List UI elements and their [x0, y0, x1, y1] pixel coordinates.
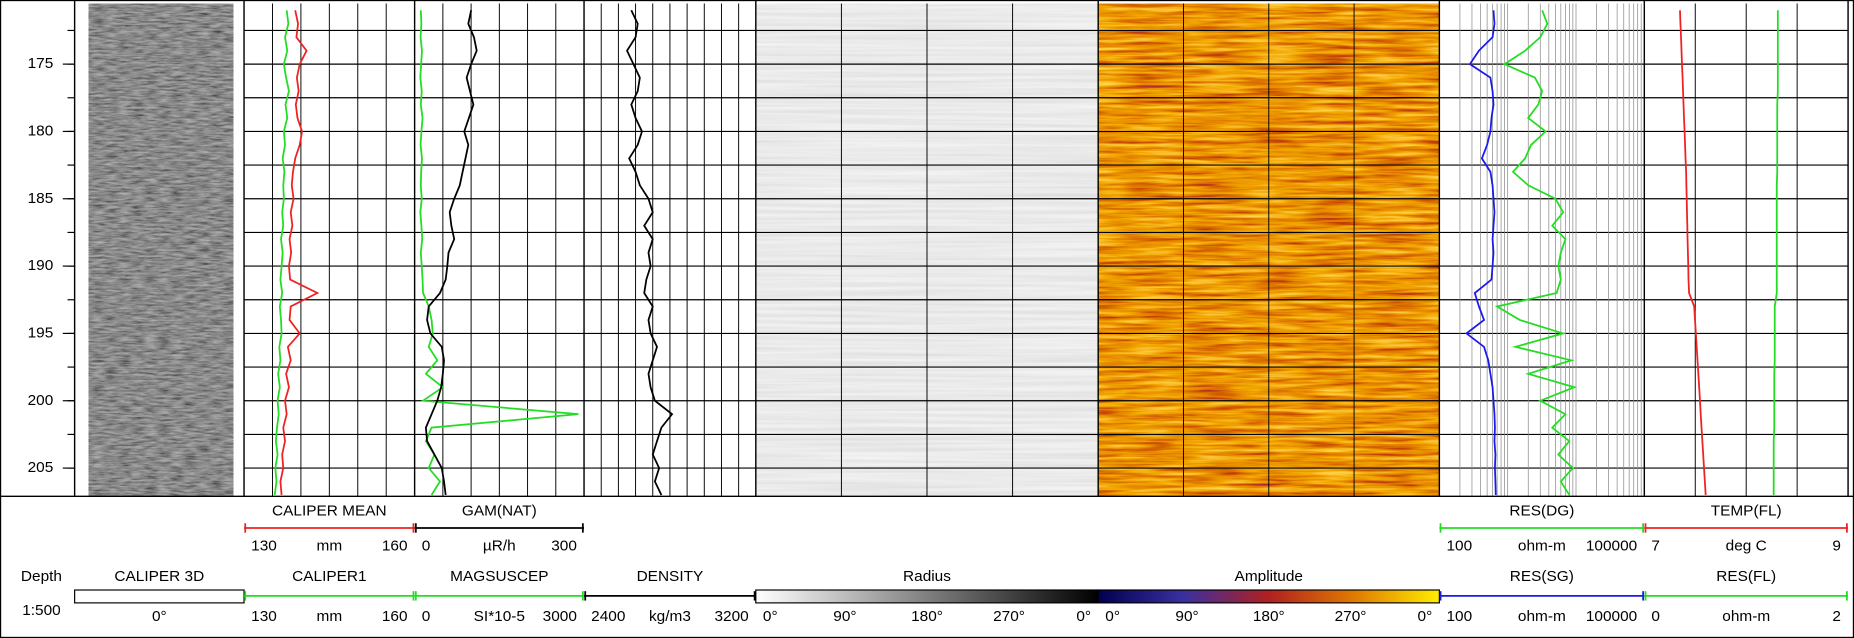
curve-name: CALIPER1 [292, 568, 366, 585]
curve [626, 9, 674, 496]
scale-unit: SI*10-5 [474, 608, 525, 625]
depth-tick-label: 200 [28, 392, 54, 409]
scale-min: 0 [422, 538, 431, 555]
scale-max: 160 [382, 538, 408, 555]
scale-label: 1:500 [22, 602, 61, 619]
colorbar [755, 589, 1099, 604]
track-name: Amplitude [1235, 568, 1303, 585]
scale-unit: kg/m3 [649, 608, 691, 625]
scale-unit: ohm-m [1518, 538, 1566, 555]
scale-unit: deg C [1726, 538, 1767, 555]
curve [273, 10, 290, 496]
depth-label: Depth [21, 568, 62, 585]
colorbar-label: 0° [1418, 608, 1433, 625]
colorbar-label: 0° [763, 608, 778, 625]
depth-tick-label: 195 [28, 325, 54, 342]
depth-tick-label: 190 [28, 257, 54, 274]
colorbar [74, 589, 245, 604]
scale-min: 7 [1651, 538, 1660, 555]
colorbar-label: 90° [1175, 608, 1198, 625]
curve-name: GAM(NAT) [462, 503, 537, 520]
curve [1494, 9, 1578, 496]
scale-max: 100000 [1586, 538, 1637, 555]
curve-name: RES(DG) [1509, 503, 1574, 520]
scale-max: 160 [382, 608, 408, 625]
scale-unit: ohm-m [1518, 608, 1566, 625]
scale-min: 100 [1446, 608, 1472, 625]
scale-min: 130 [251, 538, 277, 555]
curve-name: MAGSUSCEP [450, 568, 548, 585]
scale-min: 2400 [591, 608, 625, 625]
curve-name: TEMP(FL) [1711, 503, 1782, 520]
scale-max: 100000 [1586, 608, 1637, 625]
colorbar-label: 90° [833, 608, 856, 625]
curve-name: CALIPER MEAN [272, 503, 387, 520]
curve [1679, 10, 1707, 496]
colorbar-label: 0° [1076, 608, 1091, 625]
scale-unit: mm [317, 608, 343, 625]
scale-max: 3000 [543, 608, 577, 625]
depth-tick-label: 180 [28, 123, 54, 140]
colorbar-label: 270° [993, 608, 1025, 625]
scale-max: 9 [1832, 538, 1841, 555]
scale-min: 130 [251, 608, 277, 625]
curve [1465, 10, 1497, 495]
depth-tick-label: 185 [28, 190, 54, 207]
curve [424, 10, 478, 496]
colorbar-label: 180° [911, 608, 943, 625]
scale-unit: mm [317, 538, 343, 555]
curve [279, 10, 320, 496]
colorbar-label: 0° [152, 608, 167, 625]
curve-name: RES(FL) [1716, 568, 1776, 585]
colorbar-label: 180° [1253, 608, 1285, 625]
colorbar-label: 270° [1335, 608, 1367, 625]
depth-tick-label: 175 [28, 55, 54, 72]
depth-tick-label: 205 [28, 459, 54, 476]
scale-unit: ohm-m [1722, 608, 1770, 625]
scale-max: 2 [1832, 608, 1841, 625]
scale-max: 3200 [714, 608, 748, 625]
colorbar-label: 0° [1105, 608, 1120, 625]
scale-min: 0 [422, 608, 431, 625]
track-name: CALIPER 3D [114, 568, 204, 585]
curve [419, 10, 579, 496]
scale-min: 0 [1651, 608, 1660, 625]
curve [1772, 10, 1779, 495]
scale-unit: µR/h [483, 538, 516, 555]
curve-name: DENSITY [637, 568, 704, 585]
curve-name: RES(SG) [1510, 568, 1574, 585]
track-name: Radius [903, 568, 951, 585]
colorbar [1097, 589, 1440, 604]
image-caliper3d [88, 3, 234, 497]
scale-min: 100 [1446, 538, 1472, 555]
scale-max: 300 [551, 538, 577, 555]
